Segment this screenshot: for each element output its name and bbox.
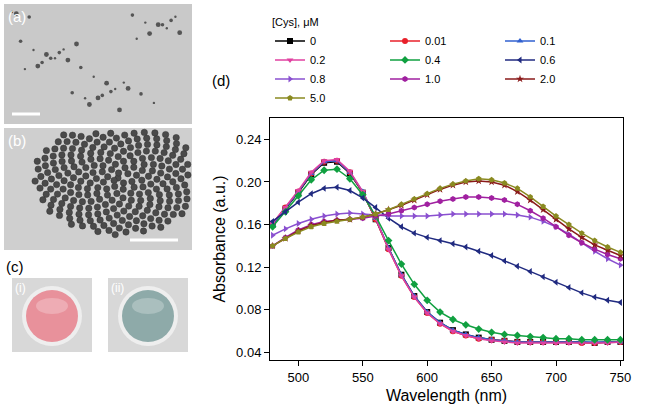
svg-text:(i): (i) — [15, 281, 26, 295]
svg-text:0.01: 0.01 — [425, 35, 446, 47]
svg-text:0.4: 0.4 — [425, 54, 440, 66]
svg-text:600: 600 — [416, 370, 438, 385]
svg-text:(a): (a) — [8, 8, 26, 25]
svg-text:0.20: 0.20 — [236, 175, 261, 190]
svg-text:0.2: 0.2 — [310, 54, 325, 66]
svg-text:500: 500 — [287, 370, 309, 385]
svg-text:650: 650 — [481, 370, 503, 385]
svg-text:5.0: 5.0 — [310, 92, 325, 104]
svg-text:(c): (c) — [6, 258, 24, 275]
svg-text:0.8: 0.8 — [310, 73, 325, 85]
svg-text:0.16: 0.16 — [236, 217, 261, 232]
svg-text:2.0: 2.0 — [540, 73, 555, 85]
svg-text:0: 0 — [310, 35, 316, 47]
svg-text:1.0: 1.0 — [425, 73, 440, 85]
svg-text:[Cys], μM: [Cys], μM — [272, 16, 319, 28]
svg-text:0.6: 0.6 — [540, 54, 555, 66]
svg-text:0.1: 0.1 — [540, 35, 555, 47]
svg-text:750: 750 — [610, 370, 632, 385]
svg-text:Absorbance (a.u.): Absorbance (a.u.) — [211, 175, 228, 302]
svg-text:700: 700 — [545, 370, 567, 385]
svg-text:(d): (d) — [212, 72, 230, 89]
svg-text:(ii): (ii) — [111, 281, 124, 295]
svg-text:0.24: 0.24 — [236, 132, 261, 147]
svg-text:0.04: 0.04 — [236, 345, 261, 360]
svg-text:0.08: 0.08 — [236, 302, 261, 317]
svg-text:550: 550 — [352, 370, 374, 385]
svg-text:0.12: 0.12 — [236, 260, 261, 275]
svg-text:Wavelength (nm): Wavelength (nm) — [386, 387, 507, 404]
svg-text:(b): (b) — [8, 132, 26, 149]
